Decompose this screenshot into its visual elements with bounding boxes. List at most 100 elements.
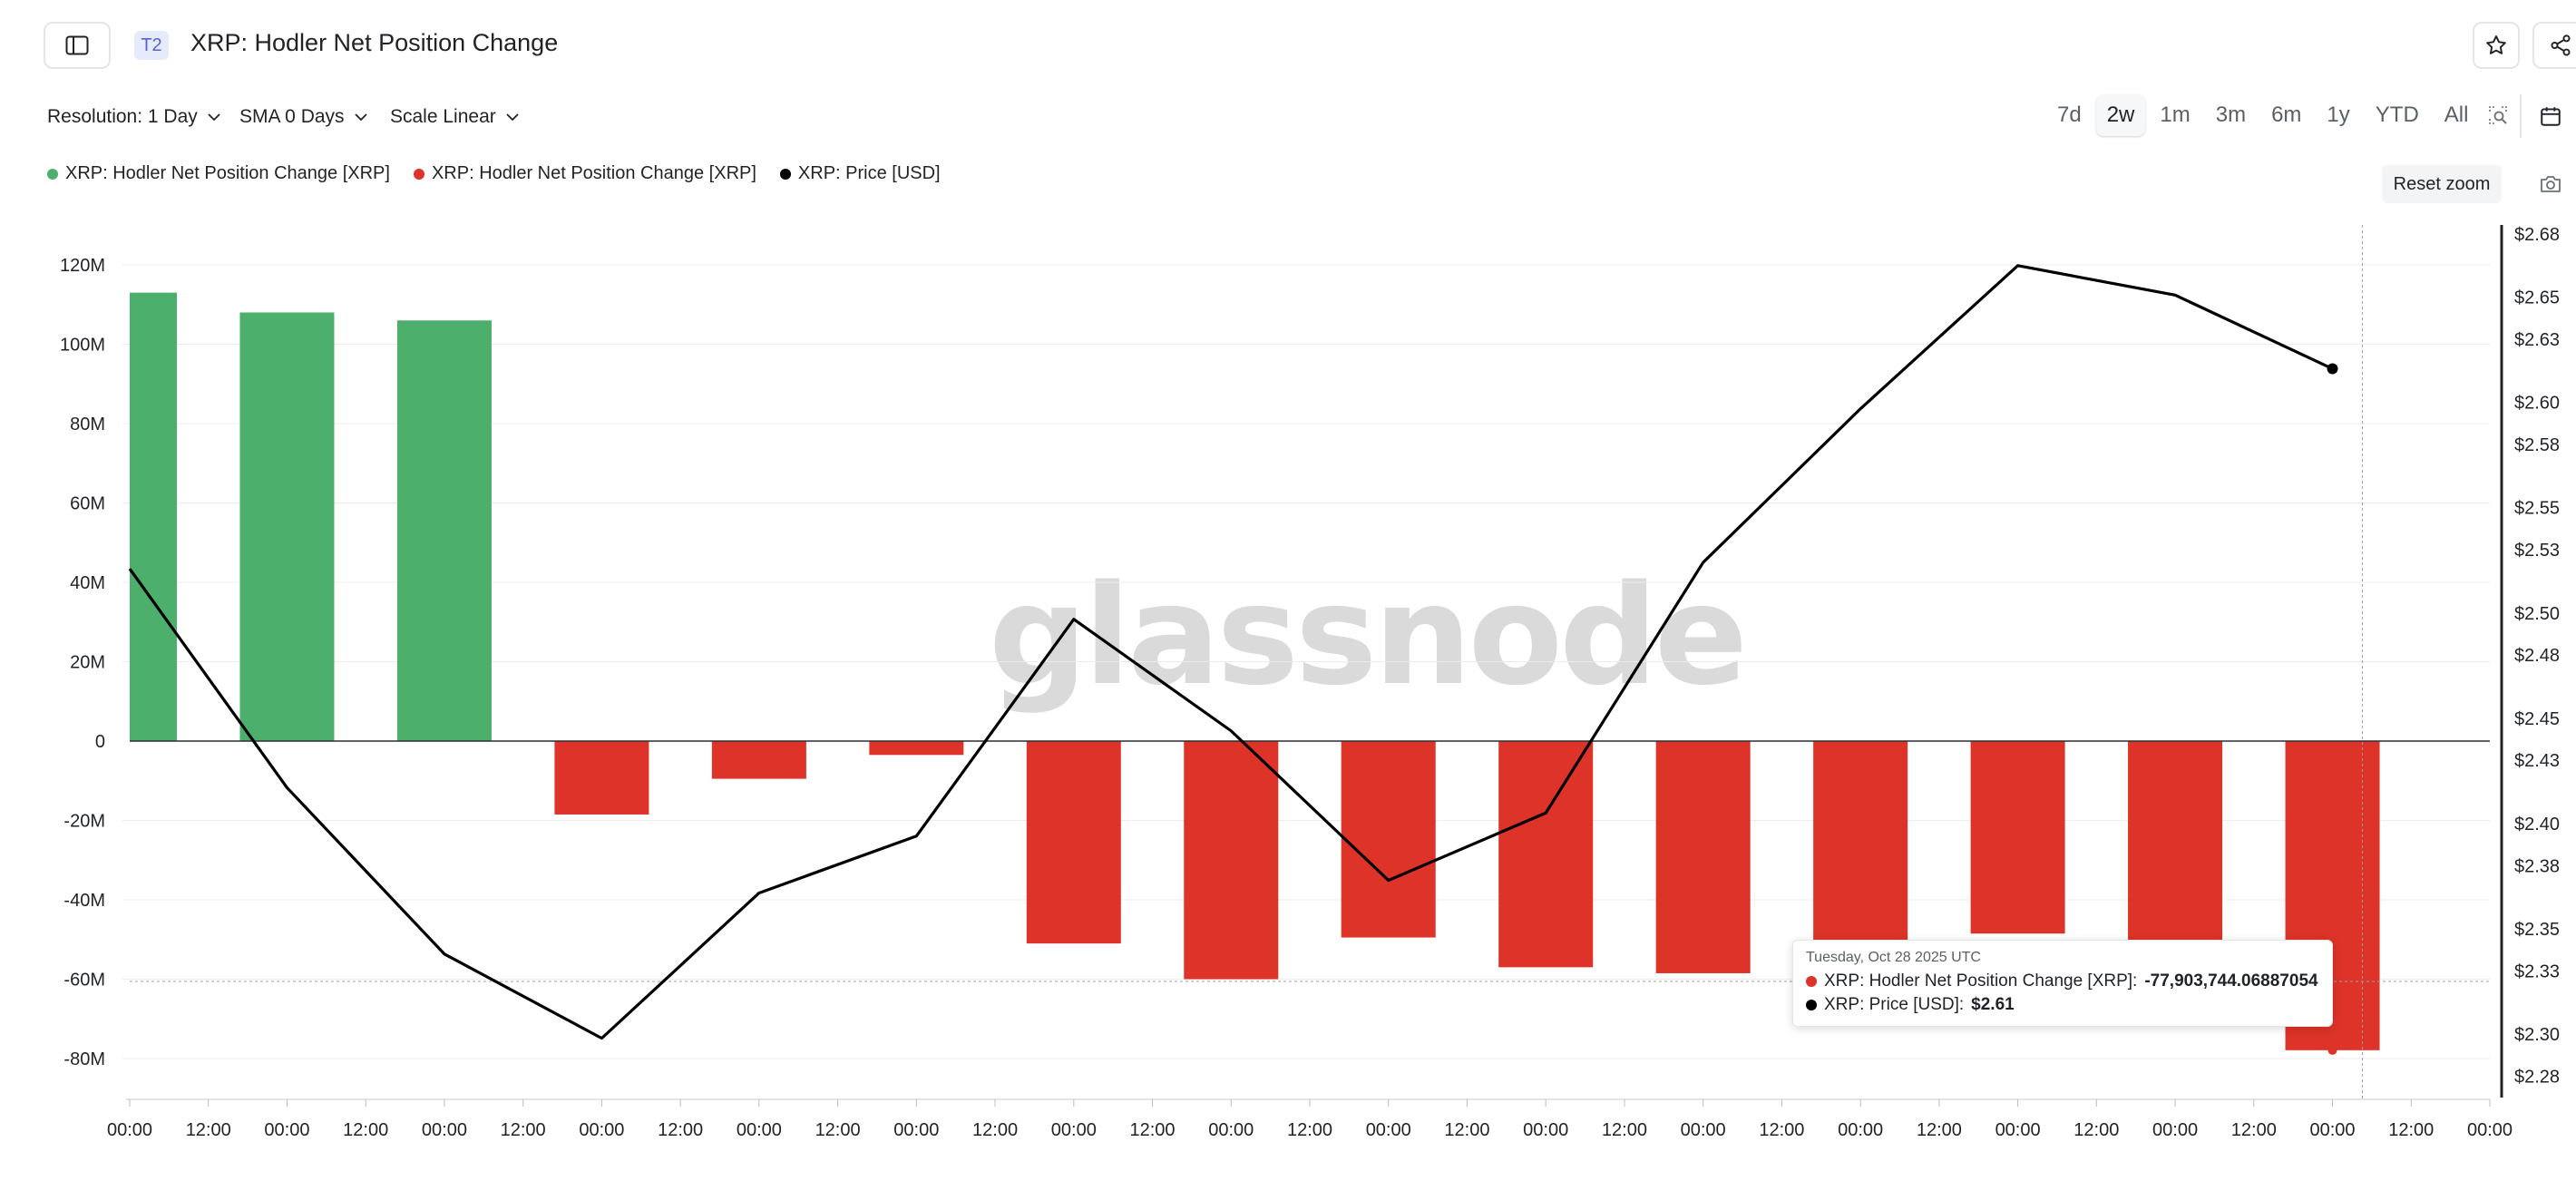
bar-negative [554, 741, 649, 815]
bar-negative [869, 741, 964, 756]
tooltip-dot-black [1806, 1000, 1817, 1010]
legend-item-net-negative[interactable]: XRP: Hodler Net Position Change [XRP] [413, 163, 756, 184]
sidebar-icon [65, 35, 89, 55]
chevron-down-icon [354, 113, 367, 122]
x-tick-label: 00:00 [1366, 1120, 1411, 1140]
bar-negative [1970, 741, 2065, 934]
sma-dropdown[interactable]: SMA 0 Days [239, 103, 368, 131]
x-tick-label: 00:00 [579, 1120, 624, 1140]
share-button[interactable] [2532, 22, 2576, 69]
x-tick-label: 00:00 [422, 1120, 467, 1140]
x-tick-label: 12:00 [815, 1120, 861, 1140]
legend-label: XRP: Hodler Net Position Change [XRP] [65, 163, 390, 183]
price-hover-point [2327, 363, 2338, 375]
x-tick-label: 12:00 [2388, 1120, 2434, 1140]
y-left-tick-label: 100M [60, 336, 105, 356]
y-right-tick-label: $2.50 [2514, 604, 2560, 624]
x-tick-label: 00:00 [1523, 1120, 1568, 1140]
x-tick-label: 00:00 [2310, 1120, 2356, 1140]
x-tick-label: 12:00 [2231, 1120, 2277, 1140]
y-right-tick-label: $2.45 [2514, 709, 2560, 729]
y-left-tick-label: 0 [95, 732, 105, 752]
bar-positive [239, 312, 335, 741]
legend-dot-black [779, 168, 791, 180]
timeframe-7d[interactable]: 7d [2057, 102, 2082, 127]
x-tick-label: 12:00 [1287, 1120, 1332, 1140]
y-right-tick-label: $2.38 [2514, 856, 2560, 876]
bars [130, 292, 2380, 1050]
x-tick-label: 12:00 [343, 1120, 388, 1140]
zoom-select-button[interactable] [2483, 97, 2513, 133]
page-title: XRP: Hodler Net Position Change [190, 29, 559, 56]
bar-negative [1184, 741, 1279, 980]
scale-label: Scale Linear [390, 106, 496, 127]
y-left-tick-label: -20M [63, 812, 105, 832]
grid-lines [122, 264, 2490, 1059]
y-right-tick-label: $2.35 [2514, 920, 2560, 940]
timeframe-3m[interactable]: 3m [2215, 102, 2247, 127]
resolution-label: Resolution: 1 Day [47, 106, 198, 127]
timeframe-2w[interactable]: 2w [2095, 94, 2146, 136]
timeframe-ytd[interactable]: YTD [2375, 102, 2419, 127]
legend-dot-red [413, 168, 424, 180]
bar-negative [1655, 741, 1751, 973]
y-left-tick-label: -40M [63, 891, 105, 911]
reset-zoom-button[interactable]: Reset zoom [2382, 165, 2502, 203]
x-tick-label: 12:00 [658, 1120, 703, 1140]
share-icon [2551, 34, 2571, 56]
calendar-button[interactable] [2520, 94, 2576, 138]
timeframe-1y[interactable]: 1y [2327, 102, 2350, 127]
y-right-tick-label: $2.33 [2514, 961, 2560, 981]
x-tick-label: 12:00 [2073, 1120, 2119, 1140]
screenshot-button[interactable] [2532, 167, 2569, 201]
tooltip-dot-red [1806, 976, 1817, 987]
y-left-tick-label: 120M [60, 256, 105, 276]
y-right-tick-label: $2.65 [2514, 288, 2560, 308]
y-left-tick-label: 40M [70, 573, 105, 593]
favorite-button[interactable] [2473, 22, 2520, 69]
net-hover-point [2327, 1045, 2337, 1055]
chart-tooltip: Tuesday, Oct 28 2025 UTC XRP: Hodler Net… [1792, 940, 2333, 1027]
sidebar-toggle-button[interactable] [44, 22, 111, 69]
timeframe-all[interactable]: All [2444, 102, 2469, 127]
bar-negative [711, 741, 806, 779]
chart-legend: XRP: Hodler Net Position Change [XRP] XR… [47, 163, 941, 184]
x-tick-label: 00:00 [2152, 1120, 2198, 1140]
y-right-tick-label: $2.48 [2514, 646, 2560, 666]
bar-negative [1498, 741, 1594, 968]
legend-item-net-positive[interactable]: XRP: Hodler Net Position Change [XRP] [47, 163, 390, 184]
legend-label: XRP: Hodler Net Position Change [XRP] [431, 163, 756, 183]
price-line [128, 264, 2334, 1040]
legend-label: XRP: Price [USD] [797, 163, 941, 183]
y-right-tick-label: $2.58 [2514, 435, 2560, 455]
y-right-tick-label: $2.43 [2514, 751, 2560, 771]
x-tick-label: 00:00 [893, 1120, 939, 1140]
zoom-select-icon [2489, 106, 2508, 124]
y-right-tick-label: $2.68 [2514, 225, 2560, 245]
bar-positive [130, 292, 177, 741]
bar-positive [396, 320, 492, 741]
tooltip-row-net: XRP: Hodler Net Position Change [XRP]: -… [1806, 970, 2319, 993]
tooltip-net-label: XRP: Hodler Net Position Change [XRP]: [1824, 971, 2138, 991]
bar-negative [2128, 741, 2223, 942]
timeframe-bar: 7d 2w 1m 3m 6m 1y YTD All [2046, 94, 2513, 136]
tooltip-price-value: $2.61 [1971, 995, 2015, 1014]
x-tick-label: 12:00 [186, 1120, 231, 1140]
x-tick-label: 00:00 [737, 1120, 782, 1140]
scale-dropdown[interactable]: Scale Linear [390, 103, 520, 131]
legend-dot-green [47, 168, 58, 180]
x-tick-label: 12:00 [1130, 1120, 1176, 1140]
timeframe-1m[interactable]: 1m [2160, 102, 2191, 127]
timeframe-6m[interactable]: 6m [2271, 102, 2302, 127]
axes: 120M 100M 80M 60M 40M 20M 0 -20M -40M -60M -80M $2.… [60, 225, 2560, 1140]
y-left-tick-label: -60M [63, 971, 105, 991]
legend-item-price[interactable]: XRP: Price [USD] [779, 163, 941, 184]
y-right-tick-label: $2.55 [2514, 499, 2560, 519]
x-tick-label: 00:00 [1838, 1120, 1883, 1140]
x-tick-label: 00:00 [1681, 1120, 1726, 1140]
resolution-dropdown[interactable]: Resolution: 1 Day [47, 103, 221, 131]
y-left-tick-label: 80M [70, 415, 105, 434]
chevron-down-icon [208, 113, 220, 122]
y-right-tick-label: $2.63 [2514, 330, 2560, 350]
